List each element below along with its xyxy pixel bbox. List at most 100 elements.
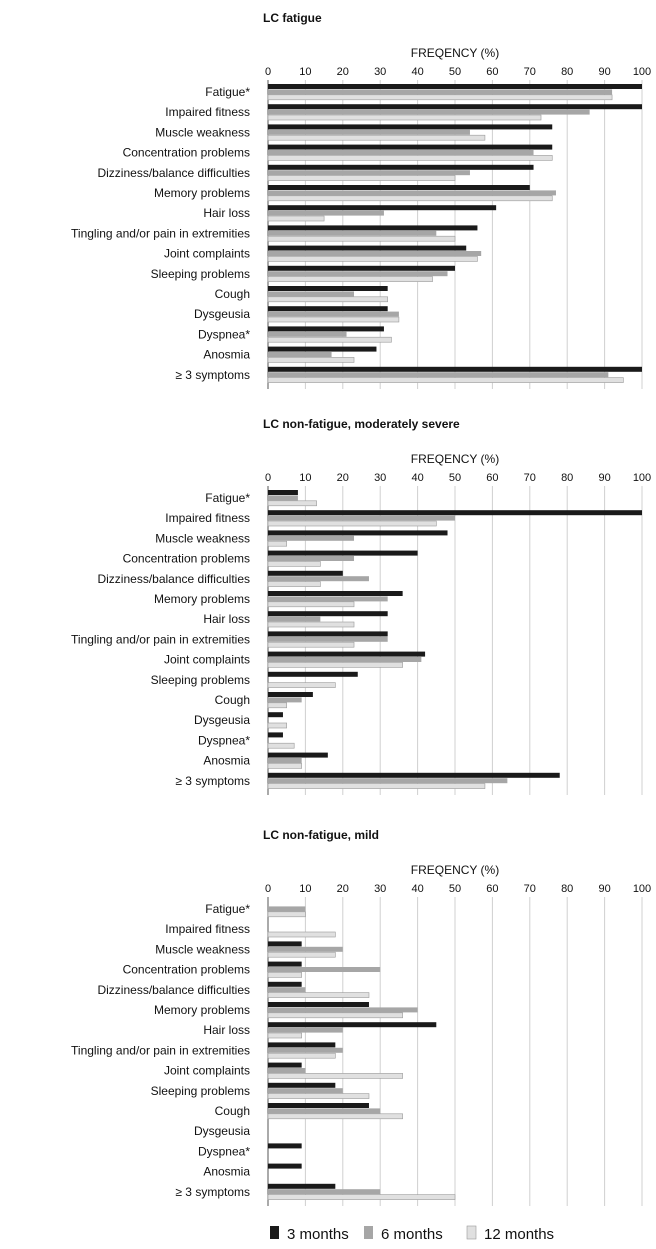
chart-panel-2: LC non-fatigue, moderately severe FREQENC… <box>71 417 651 795</box>
category-label: Hair loss <box>203 612 250 626</box>
category-label: Cough <box>215 287 250 301</box>
bar-12m <box>267 114 542 121</box>
panel-title: LC non-fatigue, mild <box>263 828 379 842</box>
bar-3m <box>268 712 283 718</box>
bar-12m <box>267 1032 302 1039</box>
bar-12m <box>267 682 336 688</box>
x-tick-label: 100 <box>633 883 651 895</box>
bar-6m <box>268 89 613 95</box>
x-tick-label: 20 <box>337 66 349 78</box>
bar-6m <box>268 1088 343 1094</box>
bar-12m <box>267 134 486 141</box>
bar-3m <box>268 366 642 372</box>
bar-3m <box>268 1143 302 1149</box>
x-tick-label: 90 <box>598 472 610 484</box>
bar-12m <box>267 520 437 527</box>
bar-3m <box>268 651 426 657</box>
category-label: Cough <box>215 1104 250 1118</box>
bar-3m <box>268 611 388 617</box>
bar-3m <box>268 286 388 291</box>
bar-12m <box>267 931 336 938</box>
bar-12m <box>267 722 288 729</box>
category-label: Impaired fitness <box>165 105 250 119</box>
category-label: Concentration problems <box>123 146 250 160</box>
x-tick-label: 60 <box>486 66 498 78</box>
x-tick-label: 40 <box>411 883 423 895</box>
x-tick-label: 80 <box>561 883 573 895</box>
bar-12m <box>267 561 321 567</box>
category-label: Dysgeusia <box>194 307 250 321</box>
panel-title: LC fatigue <box>263 11 322 25</box>
category-label: Concentration problems <box>123 963 250 977</box>
category-label: Memory problems <box>154 1003 250 1017</box>
bar-12m <box>267 1073 403 1079</box>
legend-label: 3 months <box>287 1226 349 1243</box>
category-label: Tingling and/or pain in extremities <box>71 226 250 240</box>
bar-12m <box>267 215 325 222</box>
x-tick-label: 0 <box>265 66 271 78</box>
bar-3m <box>268 306 388 312</box>
x-tick-label: 30 <box>374 66 386 78</box>
category-label: Dizziness/balance difficulties <box>97 572 250 586</box>
x-axis-title: FREQENCY (%) <box>411 863 499 877</box>
bar-3m <box>268 185 530 190</box>
bar-12m <box>267 540 288 547</box>
category-label: Dysgeusia <box>194 713 250 727</box>
bar-6m <box>268 657 422 662</box>
bar-6m <box>268 210 384 216</box>
bar-3m <box>268 490 298 495</box>
bar-12m <box>267 235 456 242</box>
category-label: Anosmia <box>203 1165 250 1179</box>
bar-12m <box>267 1113 403 1120</box>
x-tick-label: 70 <box>524 883 536 895</box>
bar-6m <box>268 1007 418 1013</box>
bar-12m <box>267 155 553 161</box>
bar-6m <box>268 251 482 256</box>
bar-6m <box>268 515 455 521</box>
category-label: Muscle weakness <box>155 942 250 956</box>
bar-3m <box>268 941 302 947</box>
x-tick-label: 50 <box>449 66 461 78</box>
bar-3m <box>268 326 384 332</box>
x-tick-label: 90 <box>598 66 610 78</box>
legend-swatch <box>364 1226 373 1239</box>
bar-6m <box>268 596 388 602</box>
bar-3m <box>268 1103 369 1108</box>
x-tick-label: 70 <box>524 66 536 78</box>
bar-3m <box>268 570 343 576</box>
legend-label: 12 months <box>484 1226 554 1243</box>
category-label: Joint complaints <box>164 247 250 261</box>
bar-12m <box>267 1093 370 1099</box>
bar-12m <box>267 702 288 709</box>
category-label: Cough <box>215 693 250 707</box>
category-label: Sleeping problems <box>151 1084 250 1098</box>
category-label: Memory problems <box>154 186 250 200</box>
category-label: Hair loss <box>203 1023 250 1037</box>
category-label: Concentration problems <box>123 552 250 566</box>
bar-3m <box>268 245 467 251</box>
x-tick-label: 20 <box>337 472 349 484</box>
bar-3m <box>268 124 553 130</box>
category-label: Muscle weakness <box>155 531 250 545</box>
category-label: ≥ 3 symptoms <box>175 774 250 788</box>
x-tick-label: 100 <box>633 472 651 484</box>
x-tick-label: 10 <box>299 883 311 895</box>
bar-12m <box>267 641 355 648</box>
bar-3m <box>268 205 497 211</box>
category-label: Joint complaints <box>164 1064 250 1078</box>
category-label: Anosmia <box>203 754 250 768</box>
bar-3m <box>268 1183 336 1189</box>
category-label: Impaired fitness <box>165 922 250 936</box>
x-tick-label: 0 <box>265 883 271 895</box>
bar-6m <box>268 946 343 952</box>
bar-6m <box>268 556 355 561</box>
chart-panel-1: LC fatigue FREQENCY (%) 0 10 20 30 40 50 60 70 80 9… <box>71 11 651 389</box>
bar-12m <box>267 992 370 998</box>
bar-12m <box>267 1194 456 1200</box>
bar-12m <box>267 357 355 363</box>
bar-12m <box>267 951 336 958</box>
category-label: Dizziness/balance difficulties <box>97 166 250 180</box>
bar-6m <box>268 150 534 155</box>
bar-3m <box>268 961 302 967</box>
